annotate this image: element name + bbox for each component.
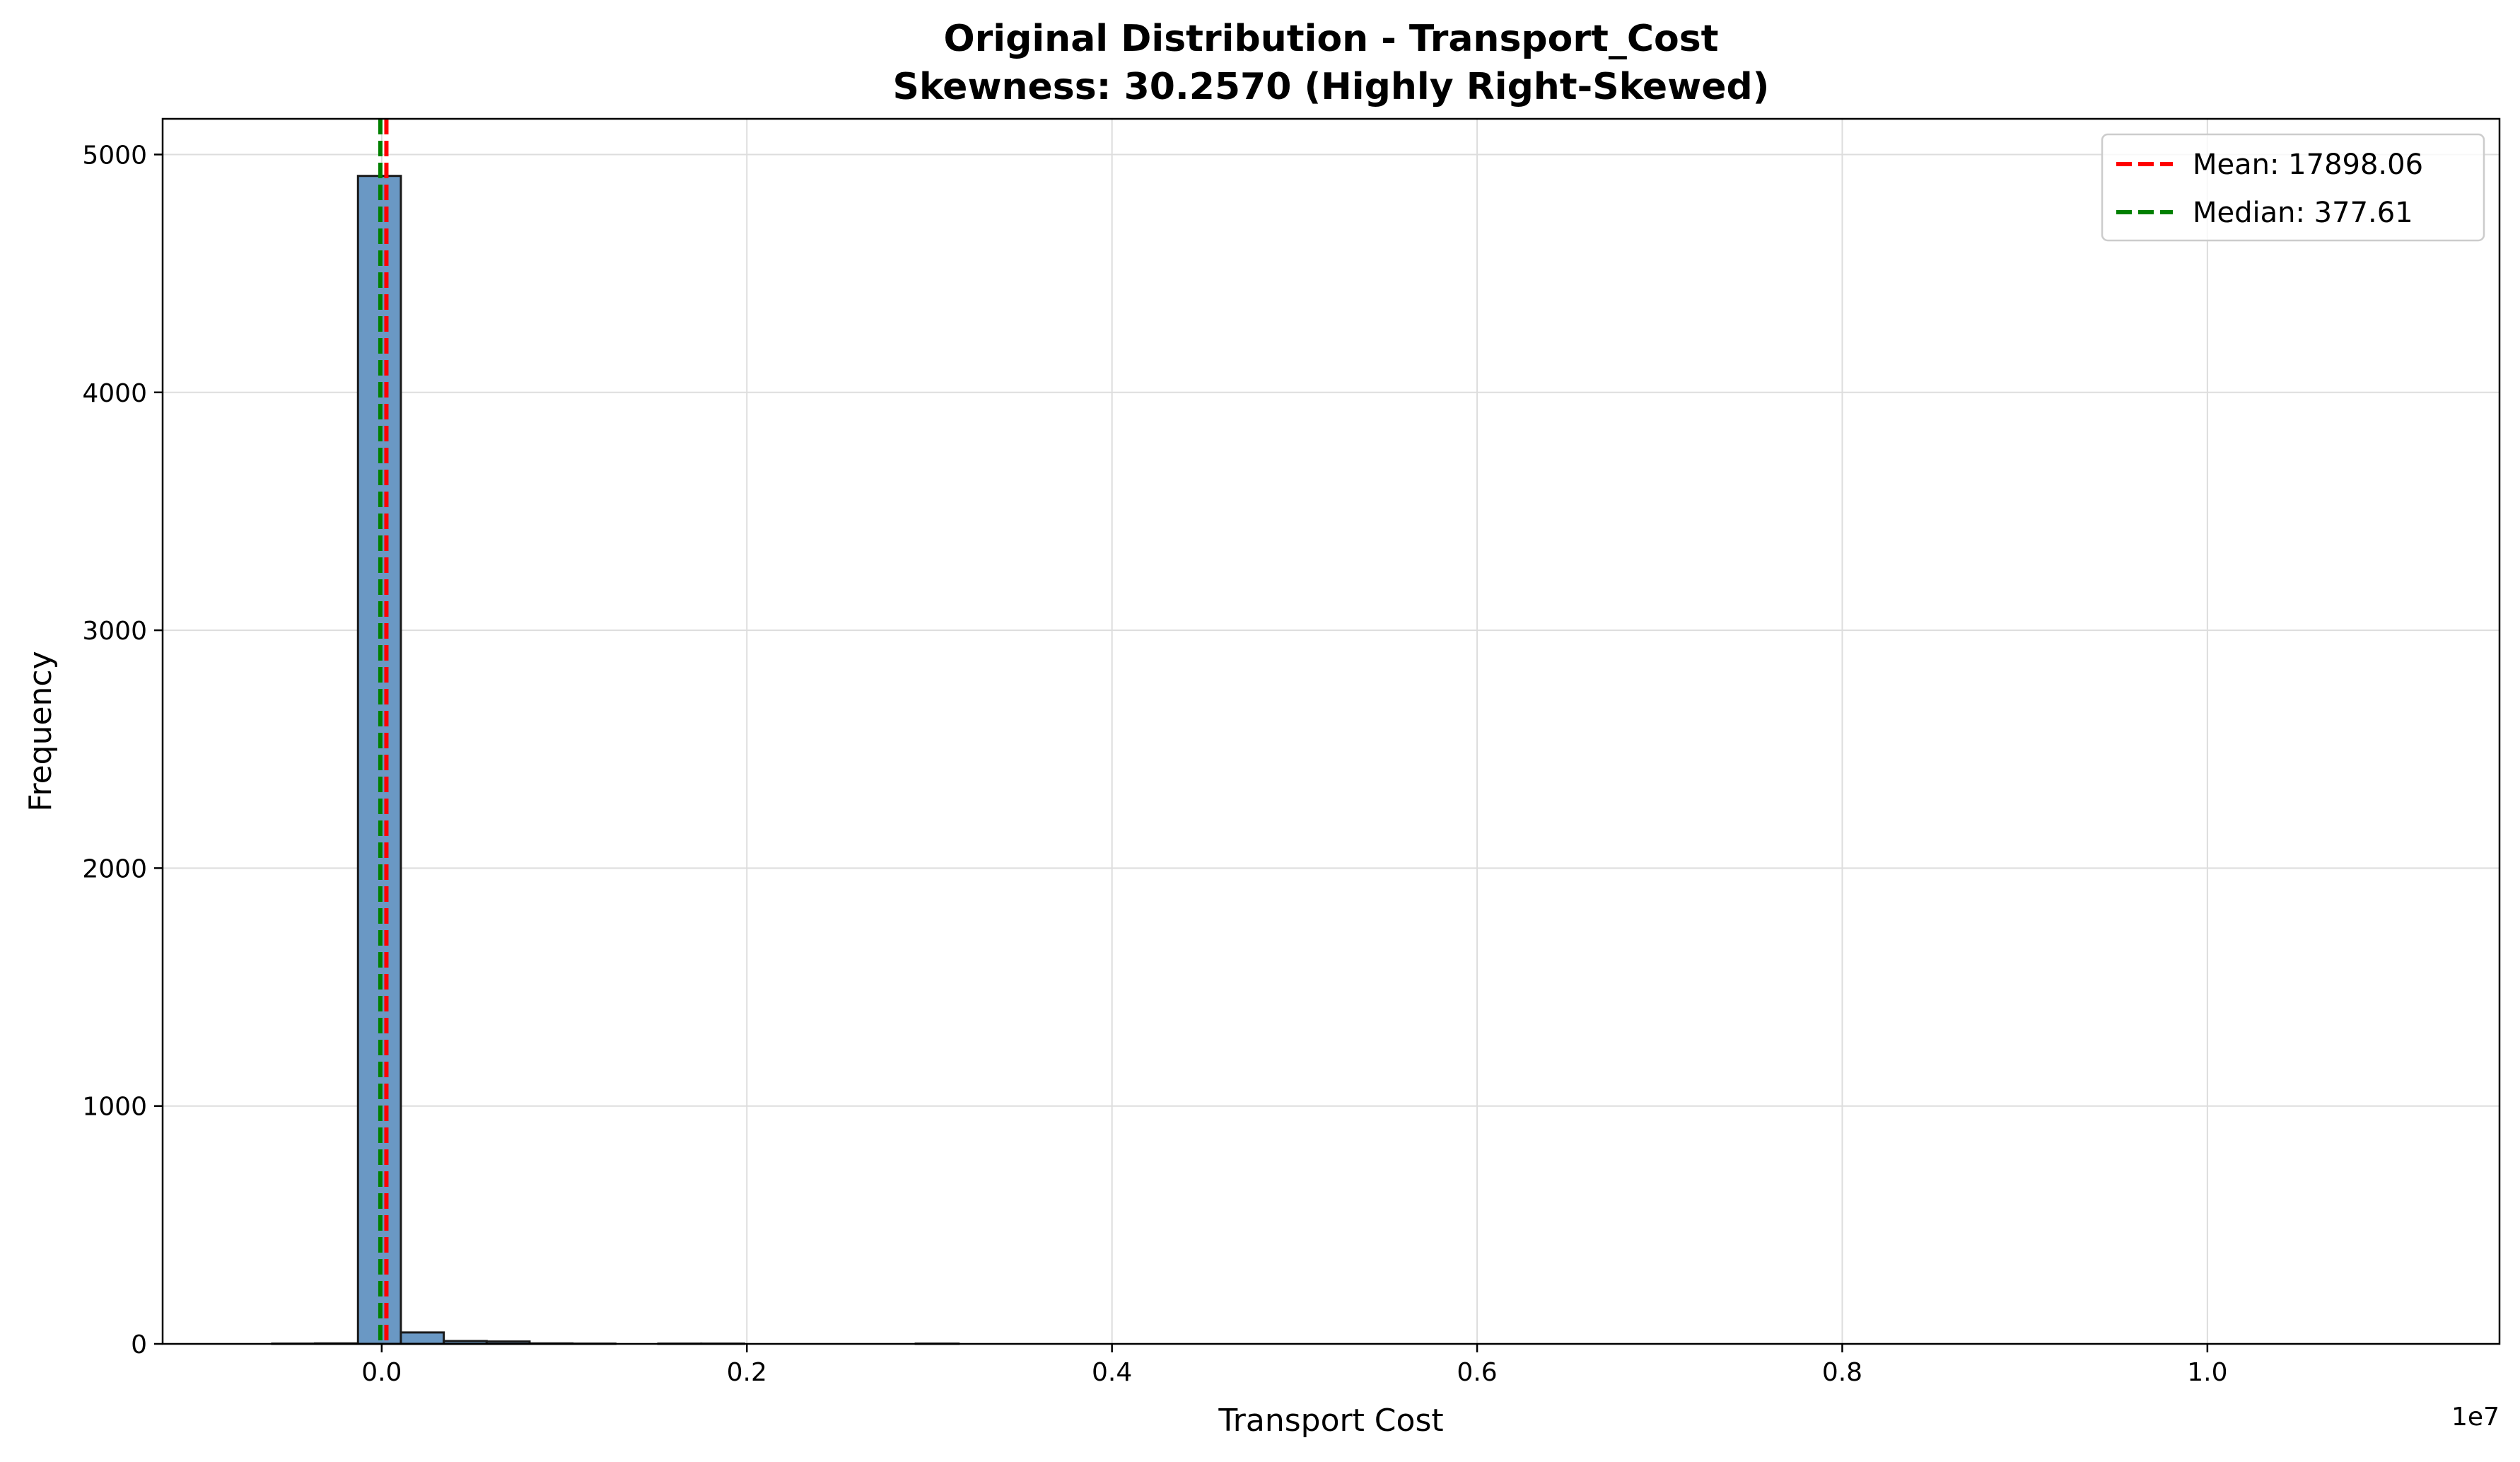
legend-entry-mean: Mean: 17898.06 bbox=[2193, 149, 2423, 181]
chart-title-line2: Skewness: 30.2570 (Highly Right-Skewed) bbox=[893, 66, 1770, 108]
x-tick-label: 0.2 bbox=[727, 1358, 767, 1387]
x-tick-label: 0.0 bbox=[361, 1358, 402, 1387]
x-tick-label: 0.8 bbox=[1822, 1358, 1862, 1387]
y-tick-label: 5000 bbox=[82, 141, 147, 170]
y-tick-label: 0 bbox=[131, 1330, 147, 1359]
y-axis-label: Frequency bbox=[23, 651, 59, 811]
x-axis-label: Transport Cost bbox=[1218, 1403, 1443, 1439]
y-tick-label: 1000 bbox=[82, 1093, 147, 1122]
x-tick-label: 0.4 bbox=[1092, 1358, 1132, 1387]
legend-entry-median: Median: 377.61 bbox=[2193, 197, 2413, 229]
histogram-bar bbox=[401, 1333, 444, 1344]
y-tick-label: 2000 bbox=[82, 854, 147, 883]
chart-title-line1: Original Distribution - Transport_Cost bbox=[943, 18, 1718, 60]
y-tick-label: 3000 bbox=[82, 617, 147, 646]
x-tick-label: 0.6 bbox=[1457, 1358, 1497, 1387]
x-axis-offset-label: 1e7 bbox=[2451, 1403, 2499, 1432]
x-tick-label: 1.0 bbox=[2187, 1358, 2227, 1387]
y-tick-label: 4000 bbox=[82, 379, 147, 408]
legend: Mean: 17898.06 Median: 377.61 bbox=[2102, 134, 2484, 240]
